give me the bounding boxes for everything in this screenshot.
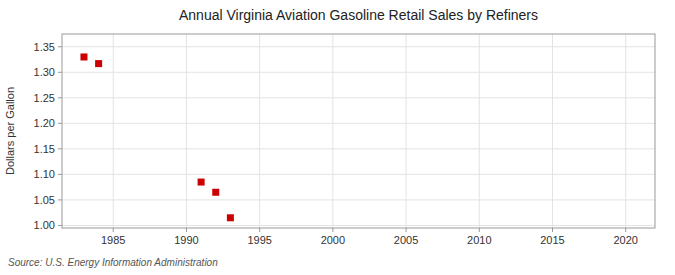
x-grid-line (406, 34, 407, 228)
y-tick-label: 1.15 (34, 143, 55, 155)
grid (62, 34, 655, 228)
y-tick (58, 225, 62, 226)
point (95, 60, 102, 67)
x-tick-label: 1990 (174, 234, 198, 246)
point (227, 214, 234, 221)
y-grid-line (62, 123, 655, 124)
y-tick (58, 148, 62, 149)
x-grid-line (186, 34, 187, 228)
x-tick (479, 228, 480, 232)
source-note: Source: U.S. Energy Information Administ… (8, 257, 218, 268)
background (0, 0, 675, 275)
points (80, 53, 233, 221)
y-tick-label: 1.10 (34, 168, 55, 180)
x-tick (259, 228, 260, 232)
y-grid-line (62, 225, 655, 226)
y-tick (58, 174, 62, 175)
x-tick-label: 2010 (467, 234, 491, 246)
point (212, 189, 219, 196)
point (80, 53, 87, 60)
y-tick (58, 123, 62, 124)
plot-frame (62, 34, 655, 228)
ticks: 1.00 1.05 1.10 1.15 1.20 1.25 1.30 1.35 1985 1990… (34, 41, 638, 246)
y-grid-line (62, 199, 655, 200)
x-tick-label: 1995 (247, 234, 271, 246)
y-axis-label: Dollars per Gallon (4, 87, 16, 175)
x-grid-line (113, 34, 114, 228)
y-grid-line (62, 174, 655, 175)
x-tick-label: 1985 (101, 234, 125, 246)
x-grid-line (479, 34, 480, 228)
x-tick (552, 228, 553, 232)
x-tick (332, 228, 333, 232)
y-grid-line (62, 46, 655, 47)
x-tick-label: 2015 (540, 234, 564, 246)
x-grid-line (259, 34, 260, 228)
y-tick-label: 1.30 (34, 66, 55, 78)
y-tick (58, 46, 62, 47)
x-tick-label: 2000 (321, 234, 345, 246)
chart: 1.00 1.05 1.10 1.15 1.20 1.25 1.30 1.35 1985 1990… (0, 0, 675, 275)
y-tick-label: 1.35 (34, 41, 55, 53)
y-tick-label: 1.25 (34, 92, 55, 104)
x-grid-line (332, 34, 333, 228)
x-tick-label: 2020 (613, 234, 637, 246)
y-tick (58, 72, 62, 73)
y-grid-line (62, 97, 655, 98)
x-tick (113, 228, 114, 232)
y-tick-label: 1.05 (34, 194, 55, 206)
title: Annual Virginia Aviation Gasoline Retail… (179, 7, 538, 23)
x-tick (406, 228, 407, 232)
point (198, 179, 205, 186)
y-tick-label: 1.20 (34, 117, 55, 129)
x-grid-line (552, 34, 553, 228)
y-grid-line (62, 148, 655, 149)
y-grid-line (62, 72, 655, 73)
x-tick (186, 228, 187, 232)
x-tick (625, 228, 626, 232)
y-tick (58, 199, 62, 200)
y-tick (58, 97, 62, 98)
x-tick-label: 2005 (394, 234, 418, 246)
x-grid-line (625, 34, 626, 228)
y-tick-label: 1.00 (34, 219, 55, 231)
